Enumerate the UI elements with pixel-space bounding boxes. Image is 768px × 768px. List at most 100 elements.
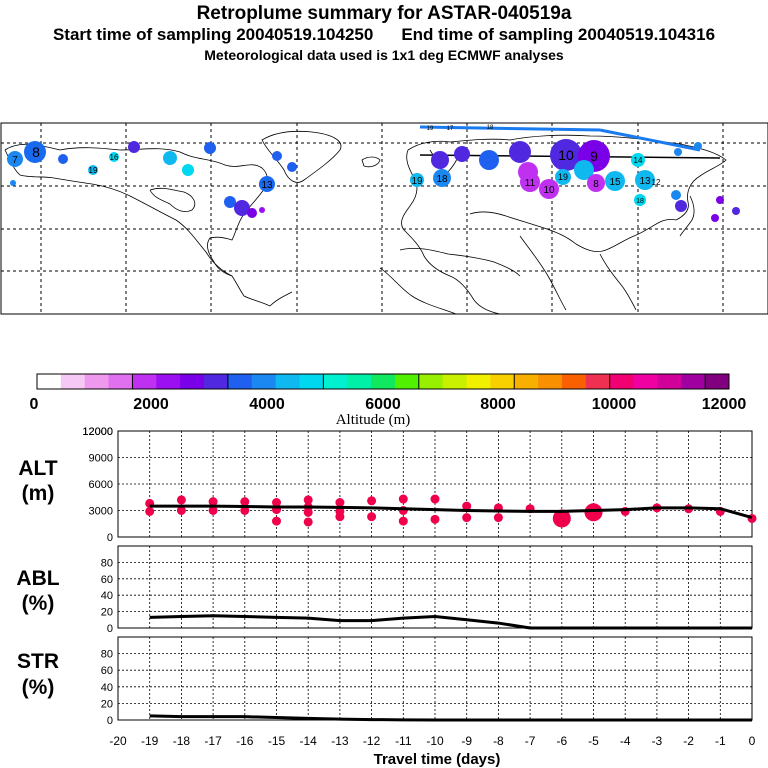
colorbar-cell — [371, 374, 396, 389]
colorbar-cell — [180, 374, 205, 389]
colorbar-frame — [36, 373, 730, 390]
cluster-label: 18 — [487, 125, 494, 131]
plume-track — [599, 128, 701, 152]
cluster-marker — [430, 514, 440, 524]
x-tick-label: -3 — [652, 734, 663, 748]
cluster-label: 16 — [110, 153, 119, 162]
x-tick-label: -9 — [461, 734, 472, 748]
map-cluster — [234, 200, 250, 216]
str-panel: 0 20 40 60 80 — [101, 636, 753, 727]
map-cluster — [247, 208, 257, 218]
colorbar-cell — [347, 374, 372, 389]
cluster-label: 19 — [89, 166, 98, 175]
colorbar-cell — [204, 374, 229, 389]
colorbar-cell — [657, 374, 682, 389]
map-cluster — [454, 146, 470, 162]
x-tick-label: -20 — [109, 734, 127, 748]
colorbar-cell — [37, 374, 62, 389]
colorbar-cell — [418, 374, 444, 389]
map-cluster — [675, 200, 687, 212]
map-frame — [0, 122, 768, 315]
colorbar-cell — [681, 374, 706, 389]
cluster-marker — [430, 494, 440, 504]
colorbar-tick: 2000 — [133, 396, 169, 413]
map-cluster — [605, 171, 625, 191]
y-tick-label: 20 — [101, 698, 113, 710]
y-tick-label: 60 — [101, 665, 113, 677]
colorbar-cell — [323, 374, 348, 389]
y-tick-label: 0 — [107, 715, 113, 727]
map-cluster — [128, 141, 140, 153]
cluster-marker — [303, 495, 313, 505]
cluster-marker — [145, 506, 155, 516]
colorbar-label: Altitude (m) — [336, 412, 411, 428]
cluster-label: 7 — [12, 155, 18, 166]
y-tick-label: 40 — [101, 682, 113, 694]
cluster-marker — [398, 516, 408, 526]
colorbar-tick: 4000 — [249, 396, 285, 413]
colorbar-cell — [538, 374, 563, 389]
cluster-label: 8 — [32, 144, 40, 160]
cluster-labels: 7 8 19 16 13 19 18 15 14 13 12 19 10 11 … — [12, 125, 661, 205]
colorbar-cell — [633, 374, 658, 389]
cluster-label: 9 — [590, 148, 598, 164]
cluster-label: 8 — [593, 179, 599, 190]
map-cluster — [631, 153, 645, 167]
figure-title: Retroplume summary for ASTAR-040519a — [196, 3, 572, 24]
map-cluster — [259, 207, 265, 213]
map-cluster — [272, 151, 282, 161]
cluster-marker — [272, 498, 281, 508]
colorbar-cell — [299, 374, 324, 389]
map-cluster — [574, 160, 594, 180]
plume-track — [419, 125, 601, 132]
colorbar-cells — [36, 374, 730, 389]
cluster-marker — [303, 517, 313, 527]
map-cluster — [635, 170, 655, 190]
x-tick-label: -16 — [236, 734, 254, 748]
colorbar-cell — [514, 374, 539, 389]
start-time: Start time of sampling 20040519.104250 — [52, 25, 374, 44]
y-tick-label: 12000 — [82, 426, 113, 438]
map-cluster — [716, 196, 724, 204]
cluster-label: 19 — [558, 172, 568, 182]
y-tick-label: 9000 — [89, 453, 113, 465]
figure-subtitle: Meteorological data used is 1x1 deg ECMW… — [204, 47, 564, 63]
end-time: End time of sampling 20040519.104316 — [401, 25, 716, 44]
x-tick-label: -4 — [620, 734, 631, 748]
colorbar-cell — [585, 374, 611, 389]
colorbar-cell — [275, 374, 300, 389]
map-cluster — [24, 141, 46, 163]
colorbar-cell — [227, 374, 253, 389]
y-tick-label: 0 — [107, 532, 113, 544]
plume-clusters — [7, 125, 740, 222]
cluster-label: 18 — [636, 198, 644, 205]
map-cluster — [671, 190, 681, 200]
map-cluster — [479, 150, 499, 170]
x-tick-label: -13 — [331, 734, 349, 748]
map-cluster — [182, 164, 194, 176]
y-tick-label: 20 — [101, 607, 113, 619]
colorbar-cell — [561, 374, 587, 389]
map-cluster — [287, 162, 297, 172]
y-tick-label: 60 — [101, 574, 113, 586]
map-cluster — [204, 142, 216, 154]
abl-series-line — [149, 614, 752, 630]
map-cluster — [550, 139, 582, 171]
cluster-marker — [176, 506, 186, 515]
cluster-marker — [584, 503, 603, 522]
x-tick-label: -14 — [300, 734, 318, 748]
map-cluster — [634, 194, 646, 206]
colorbar-cell — [490, 374, 515, 389]
y-tick-label: 12000 — [82, 426, 113, 438]
colorbar-tick: 6000 — [365, 396, 401, 413]
colorbar-tick: 0 — [30, 396, 39, 413]
x-tick-label: -18 — [173, 734, 191, 748]
x-tick-label: -2 — [683, 734, 694, 748]
cluster-marker — [335, 512, 345, 522]
x-tick-label: -5 — [588, 734, 599, 748]
y-tick-label: 80 — [101, 557, 113, 569]
cluster-marker — [272, 516, 281, 526]
colorbar-cell — [705, 374, 730, 389]
